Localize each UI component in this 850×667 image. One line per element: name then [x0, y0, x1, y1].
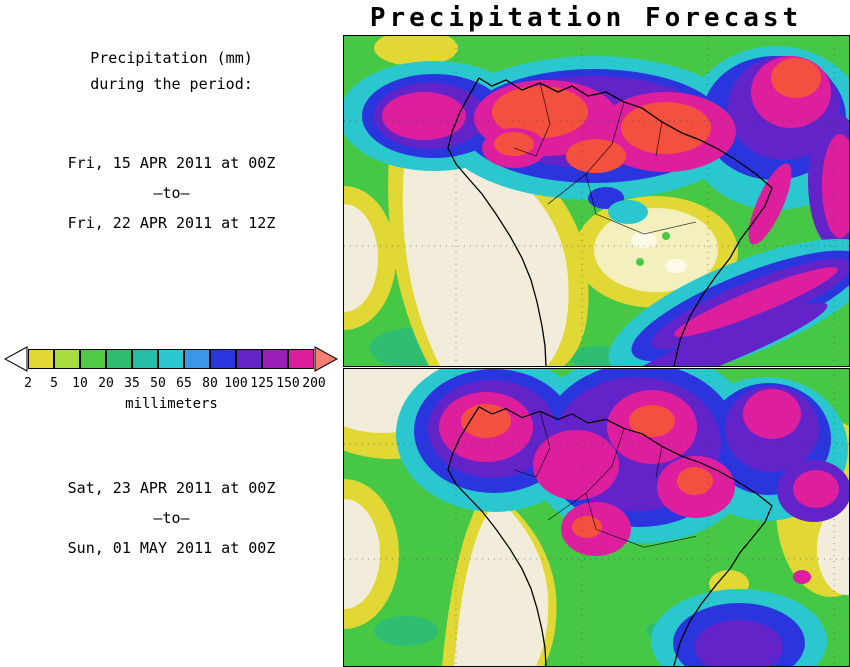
period-1-separator: –to– — [153, 184, 190, 202]
map-panels — [343, 35, 850, 667]
colorbar-scale — [4, 346, 343, 372]
colorbar-cell — [132, 349, 158, 369]
colorbar-cell — [80, 349, 106, 369]
coastline-week1 — [447, 77, 773, 366]
colorbar-underflow-arrow-icon — [4, 346, 28, 372]
colorbar-ticks: 2 5 10 20 35 50 65 80 100 125 150 200 — [15, 376, 343, 392]
graticule-week1 — [344, 36, 849, 366]
period-1-dates: Fri, 15 APR 2011 at 00Z –to– Fri, 22 APR… — [0, 148, 343, 238]
colorbar-cells — [28, 349, 314, 369]
colorbar-tick-label: 10 — [72, 376, 88, 391]
colorbar: 2 5 10 20 35 50 65 80 100 125 150 200 millimeters — [0, 346, 343, 412]
forecast-map-week2 — [343, 368, 850, 667]
precipitation-layer-week2 — [344, 369, 849, 666]
country-borders-week2 — [513, 411, 697, 548]
legend-heading: Precipitation (mm) during the period: — [0, 45, 343, 97]
map-week1-graphic — [344, 36, 849, 366]
period-2-start: Sat, 23 APR 2011 at 00Z — [67, 479, 276, 497]
forecast-map-week1 — [343, 35, 850, 367]
colorbar-tick-label: 100 — [224, 376, 248, 391]
legend-heading-line1: Precipitation (mm) — [90, 49, 253, 67]
colorbar-tick-label: 2 — [24, 376, 32, 391]
period-1-start: Fri, 15 APR 2011 at 00Z — [67, 154, 276, 172]
colorbar-tick-label: 200 — [302, 376, 326, 391]
sidebar: Precipitation (mm) during the period: Fr… — [0, 0, 343, 667]
colorbar-cell — [158, 349, 184, 369]
colorbar-cell — [236, 349, 262, 369]
colorbar-cell — [262, 349, 288, 369]
colorbar-cell — [210, 349, 236, 369]
colorbar-cell — [54, 349, 80, 369]
colorbar-cell — [288, 349, 314, 369]
colorbar-tick-label: 50 — [150, 376, 166, 391]
colorbar-overflow-arrow-icon — [314, 346, 338, 372]
page-title: Precipitation Forecast — [369, 3, 803, 33]
graticule-week2 — [344, 369, 849, 666]
colorbar-cell — [184, 349, 210, 369]
period-2-dates: Sat, 23 APR 2011 at 00Z –to– Sun, 01 MAY… — [0, 473, 343, 563]
period-1-end: Fri, 22 APR 2011 at 12Z — [67, 214, 276, 232]
legend-heading-line2: during the period: — [90, 75, 253, 93]
colorbar-tick-label: 20 — [98, 376, 114, 391]
coastline-week2 — [447, 406, 773, 666]
colorbar-cell — [28, 349, 54, 369]
colorbar-cell — [106, 349, 132, 369]
period-2-end: Sun, 01 MAY 2011 at 00Z — [67, 539, 276, 557]
colorbar-tick-label: 125 — [250, 376, 274, 391]
map-week2-graphic — [344, 369, 849, 666]
precipitation-layer-week1 — [344, 36, 849, 366]
period-2-separator: –to– — [153, 509, 190, 527]
colorbar-tick-label: 35 — [124, 376, 140, 391]
colorbar-unit-label: millimeters — [125, 396, 218, 412]
country-borders-week1 — [513, 82, 697, 235]
colorbar-tick-label: 5 — [50, 376, 58, 391]
colorbar-tick-label: 150 — [276, 376, 300, 391]
colorbar-tick-label: 65 — [176, 376, 192, 391]
colorbar-tick-label: 80 — [202, 376, 218, 391]
